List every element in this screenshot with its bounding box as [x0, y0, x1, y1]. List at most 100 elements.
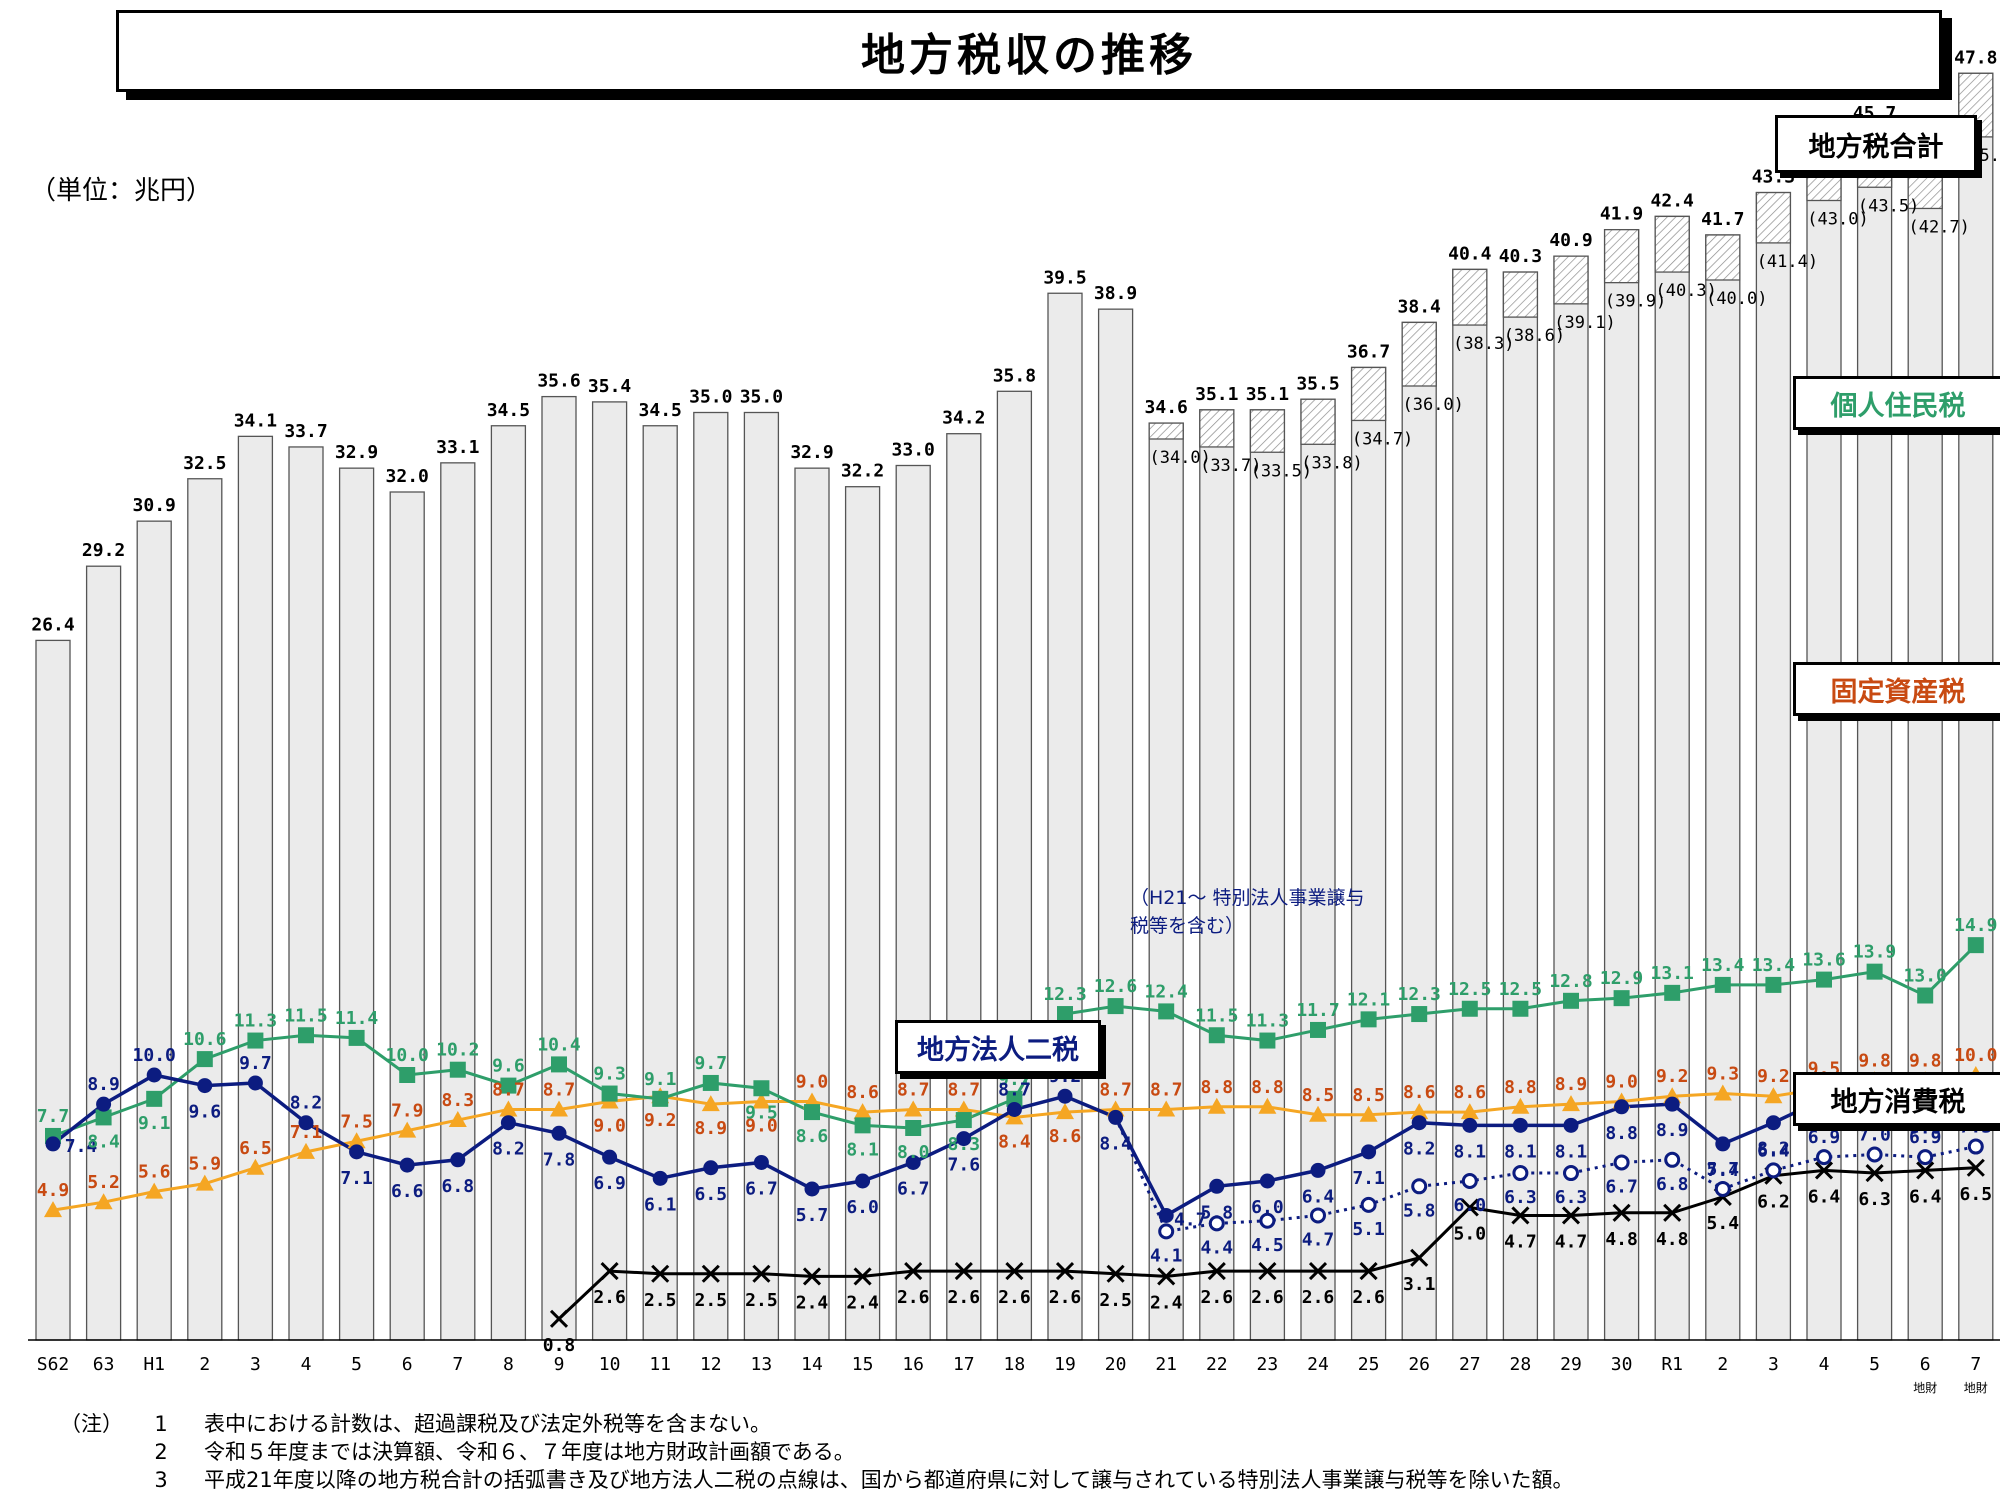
label-consumption-tax: 2.6: [1201, 1287, 1234, 1308]
label-total: 34.5: [487, 400, 530, 421]
footnote-text: 表中における計数は、超過課税及び法定外税等を含まない。: [204, 1412, 771, 1436]
label-corporate-excl: 5.7: [1707, 1159, 1740, 1180]
marker-resident-tax: [196, 1051, 213, 1068]
marker-consumption-tax: [1916, 1161, 1935, 1180]
x-tick-label: 14: [801, 1354, 823, 1375]
label-consumption-tax: 2.5: [695, 1290, 728, 1311]
marker-property-tax: [195, 1174, 214, 1191]
bar-total: [1300, 398, 1336, 1341]
label-corporate-two-taxes: 7.4: [1707, 1160, 1740, 1181]
marker-property-tax: [853, 1103, 872, 1120]
marker-consumption-tax: [1207, 1262, 1226, 1281]
x-tick-label: 30: [1611, 1354, 1633, 1375]
label-property-tax: 7.1: [290, 1122, 323, 1143]
x-tick-label: 9: [554, 1354, 565, 1375]
marker-corporate-two-taxes: [1512, 1117, 1528, 1133]
label-corporate-excl: 5.8: [1403, 1200, 1436, 1221]
x-tick-label: 27: [1459, 1354, 1481, 1375]
label-resident-tax: 8.1: [846, 1139, 879, 1160]
label-corporate-two-taxes: 9.7: [239, 1053, 272, 1074]
label-total: 35.6: [537, 371, 580, 392]
label-property-tax: 8.7: [1150, 1079, 1183, 1100]
x-tick-label: 5: [351, 1354, 362, 1375]
label-total: 32.2: [841, 461, 884, 482]
label-resident-tax: 8.4: [87, 1131, 120, 1152]
label-total-excl: (33.8): [1301, 453, 1362, 473]
label-property-tax: 8.7: [543, 1079, 576, 1100]
label-corporate-two-taxes: 8.2: [492, 1139, 525, 1160]
label-property-tax: 9.0: [593, 1116, 626, 1137]
marker-consumption-tax: [1055, 1262, 1075, 1281]
bar-total: [136, 520, 172, 1341]
label-property-tax: 8.6: [846, 1082, 879, 1103]
label-property-tax: 9.2: [1656, 1066, 1689, 1087]
label-resident-tax: 13.9: [1853, 942, 1896, 963]
label-total: 47.8: [1954, 47, 1997, 68]
marker-property-tax: [347, 1132, 366, 1149]
label-corporate-two-taxes: 4.7: [1174, 1209, 1207, 1230]
label-property-tax: 7.5: [340, 1111, 373, 1132]
marker-corporate-two-taxes: [197, 1078, 213, 1094]
marker-corporate-two-taxes: [247, 1075, 263, 1091]
marker-corporate-excl: [1917, 1149, 1934, 1166]
x-tick-label: 63: [93, 1354, 115, 1375]
marker-resident-tax: [955, 1112, 972, 1129]
label-corporate-excl: 6.3: [1504, 1187, 1537, 1208]
footnote-row: 2 令和５年度までは決算額、令和６、７年度は地方財政計画額である。: [60, 1438, 1960, 1466]
bar-total: [693, 411, 729, 1341]
marker-consumption-tax: [1865, 1163, 1884, 1183]
label-property-tax: 8.5: [1302, 1085, 1335, 1106]
label-corporate-excl: 5.1: [1352, 1219, 1385, 1240]
marker-corporate-excl: [1664, 1151, 1681, 1168]
x-tick-label: 4: [301, 1354, 312, 1375]
label-total: 32.9: [335, 442, 378, 463]
bar-total: [591, 401, 628, 1341]
marker-property-tax: [550, 1100, 568, 1117]
label-property-tax: 9.2: [1757, 1066, 1790, 1087]
marker-corporate-two-taxes: [1411, 1115, 1427, 1131]
label-property-tax: 9.8: [1858, 1050, 1891, 1071]
x-tick-label: 21: [1155, 1354, 1177, 1375]
marker-property-tax: [297, 1142, 315, 1159]
marker-resident-tax: [1765, 976, 1782, 993]
label-total: 38.9: [1094, 283, 1137, 304]
bar-special-transfer-segment: [1199, 409, 1235, 448]
label-resident-tax: 10.2: [436, 1040, 479, 1061]
label-corporate-two-taxes: 6.5: [695, 1184, 728, 1205]
bar-total: [440, 462, 476, 1341]
marker-resident-tax: [652, 1090, 669, 1107]
label-property-tax: 10.0: [1954, 1045, 1997, 1066]
label-resident-tax: 12.5: [1499, 979, 1542, 1000]
label-property-tax: 9.0: [1605, 1072, 1638, 1093]
label-corporate-excl: 6.0: [1454, 1195, 1487, 1216]
marker-property-tax: [448, 1111, 467, 1128]
marker-resident-tax: [753, 1080, 770, 1097]
label-property-tax: 8.6: [1049, 1126, 1082, 1147]
label-corporate-two-taxes: 8.7: [998, 1079, 1031, 1100]
label-resident-tax: 11.3: [1246, 1011, 1289, 1032]
x-tick-label: 6: [402, 1354, 413, 1375]
label-corporate-two-taxes: 6.4: [1302, 1186, 1335, 1207]
label-total-excl: (42.7): [1908, 217, 1969, 237]
label-consumption-tax: 2.5: [745, 1290, 778, 1311]
bar-total: [743, 411, 780, 1341]
label-corporate-two-taxes: 8.2: [1403, 1139, 1436, 1160]
marker-resident-tax: [1512, 1000, 1529, 1017]
label-corporate-two-taxes: 7.8: [543, 1149, 576, 1170]
label-total-excl: (43.0): [1807, 210, 1868, 230]
bar-total: [844, 486, 881, 1341]
marker-property-tax: [701, 1095, 720, 1112]
label-total-excl: (40.0): [1706, 289, 1767, 309]
marker-resident-tax: [348, 1029, 365, 1046]
marker-resident-tax: [1714, 976, 1731, 993]
label-property-tax: 8.4: [998, 1131, 1031, 1152]
bar-special-transfer-segment: [1603, 228, 1640, 284]
marker-corporate-two-taxes: [1209, 1178, 1225, 1194]
label-corporate-two-taxes: 7.1: [1352, 1168, 1385, 1189]
label-property-tax: 8.7: [897, 1079, 930, 1100]
label-resident-tax: 10.4: [537, 1034, 581, 1055]
label-total: 33.1: [436, 437, 479, 458]
bar-total: [642, 425, 678, 1341]
label-consumption-tax: 2.6: [1049, 1287, 1082, 1308]
